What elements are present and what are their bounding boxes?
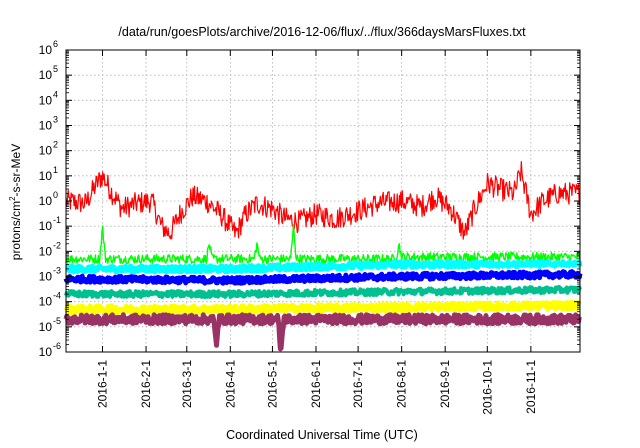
x-tick-label: 2016-5-1	[265, 360, 279, 408]
y-axis-label-base: protons/cm	[9, 201, 23, 260]
y-tick-exponent: -6	[53, 341, 61, 351]
y-tick-base: 10	[39, 320, 53, 334]
y-tick-label: 10	[39, 295, 53, 309]
y-tick-label: 10	[39, 320, 53, 334]
y-tick-base: 10	[39, 270, 53, 284]
y-tick-exponent: -3	[53, 266, 61, 276]
y-tick-exponent: -2	[53, 240, 61, 250]
x-tick-labels: 2016-1-1 2016-2-1 2016-3-1 2016-4-1 2016-5-1…	[96, 360, 538, 415]
x-tick-label: 2016-9-1	[438, 360, 452, 408]
x-tick-label: 2016-11-1	[524, 360, 538, 414]
x-tick-label: 2016-10-1	[480, 360, 494, 415]
x-tick-label: 2016-7-1	[351, 360, 365, 408]
grid-lines	[66, 50, 580, 352]
x-tick-label: 2016-4-1	[223, 360, 237, 408]
x-tick-label: 2016-1-1	[96, 360, 110, 408]
y-tick-label: 10	[39, 270, 53, 284]
series-line	[64, 259, 583, 275]
y-tick-base: 10	[39, 194, 53, 208]
y-tick-base: 10	[39, 169, 53, 183]
plot-frame	[65, 49, 581, 353]
y-tick-exponent: 6	[53, 39, 58, 49]
y-tick-exponent: 1	[53, 165, 58, 175]
series-line	[65, 224, 581, 265]
y-tick-exponent: -4	[53, 291, 61, 301]
y-tick-exponent: 2	[53, 140, 58, 150]
y-axis-label-rest: -s-sr-MeV	[9, 144, 23, 197]
y-tick-base: 10	[39, 345, 53, 359]
y-tick-label: 10	[39, 68, 53, 82]
y-tick-label: 10	[39, 144, 53, 158]
y-tick-exponent: -1	[53, 215, 61, 225]
y-tick-label: 10	[39, 43, 53, 57]
y-tick-label: 10	[39, 169, 53, 183]
series-line	[63, 312, 582, 352]
y-axis-label-sup: 2	[8, 196, 17, 201]
y-axis-label: protons/cm2-s-sr-MeV	[8, 144, 23, 260]
x-axis-label: Coordinated Universal Time (UTC)	[226, 428, 418, 442]
x-tick-label: 2016-6-1	[309, 360, 323, 408]
y-tick-base: 10	[39, 68, 53, 82]
y-tick-label: 10	[39, 119, 53, 133]
x-tick-label: 2016-3-1	[180, 360, 194, 408]
x-tick-label: 2016-8-1	[395, 360, 409, 408]
y-tick-exponent: 0	[53, 190, 58, 200]
y-tick-base: 10	[39, 93, 53, 107]
chart-title: /data/run/goesPlots/archive/2016-12-06/f…	[118, 25, 526, 39]
x-tick-label: 2016-2-1	[139, 360, 153, 408]
y-tick-label: 10	[39, 345, 53, 359]
y-tick-label: 10	[39, 219, 53, 233]
y-tick-base: 10	[39, 244, 53, 258]
y-tick-base: 10	[39, 119, 53, 133]
series-line	[63, 269, 583, 286]
y-tick-label: 10	[39, 244, 53, 258]
series-line	[64, 284, 582, 299]
y-tick-labels: 10 -610 -510 -410 -310 -210 -110 010 110 210 310 41…	[39, 39, 61, 359]
y-tick-exponent: 4	[53, 89, 58, 99]
y-tick-base: 10	[39, 144, 53, 158]
y-tick-label: 10	[39, 93, 53, 107]
y-tick-exponent: 3	[53, 115, 58, 125]
y-tick-base: 10	[39, 295, 53, 309]
y-tick-base: 10	[39, 43, 53, 57]
y-tick-base: 10	[39, 219, 53, 233]
y-tick-exponent: 5	[53, 64, 58, 74]
series-group	[63, 161, 583, 352]
y-tick-exponent: -5	[53, 316, 61, 326]
series-line	[63, 299, 583, 316]
axes-group	[65, 49, 581, 353]
y-tick-label: 10	[39, 194, 53, 208]
series-line	[65, 161, 581, 240]
